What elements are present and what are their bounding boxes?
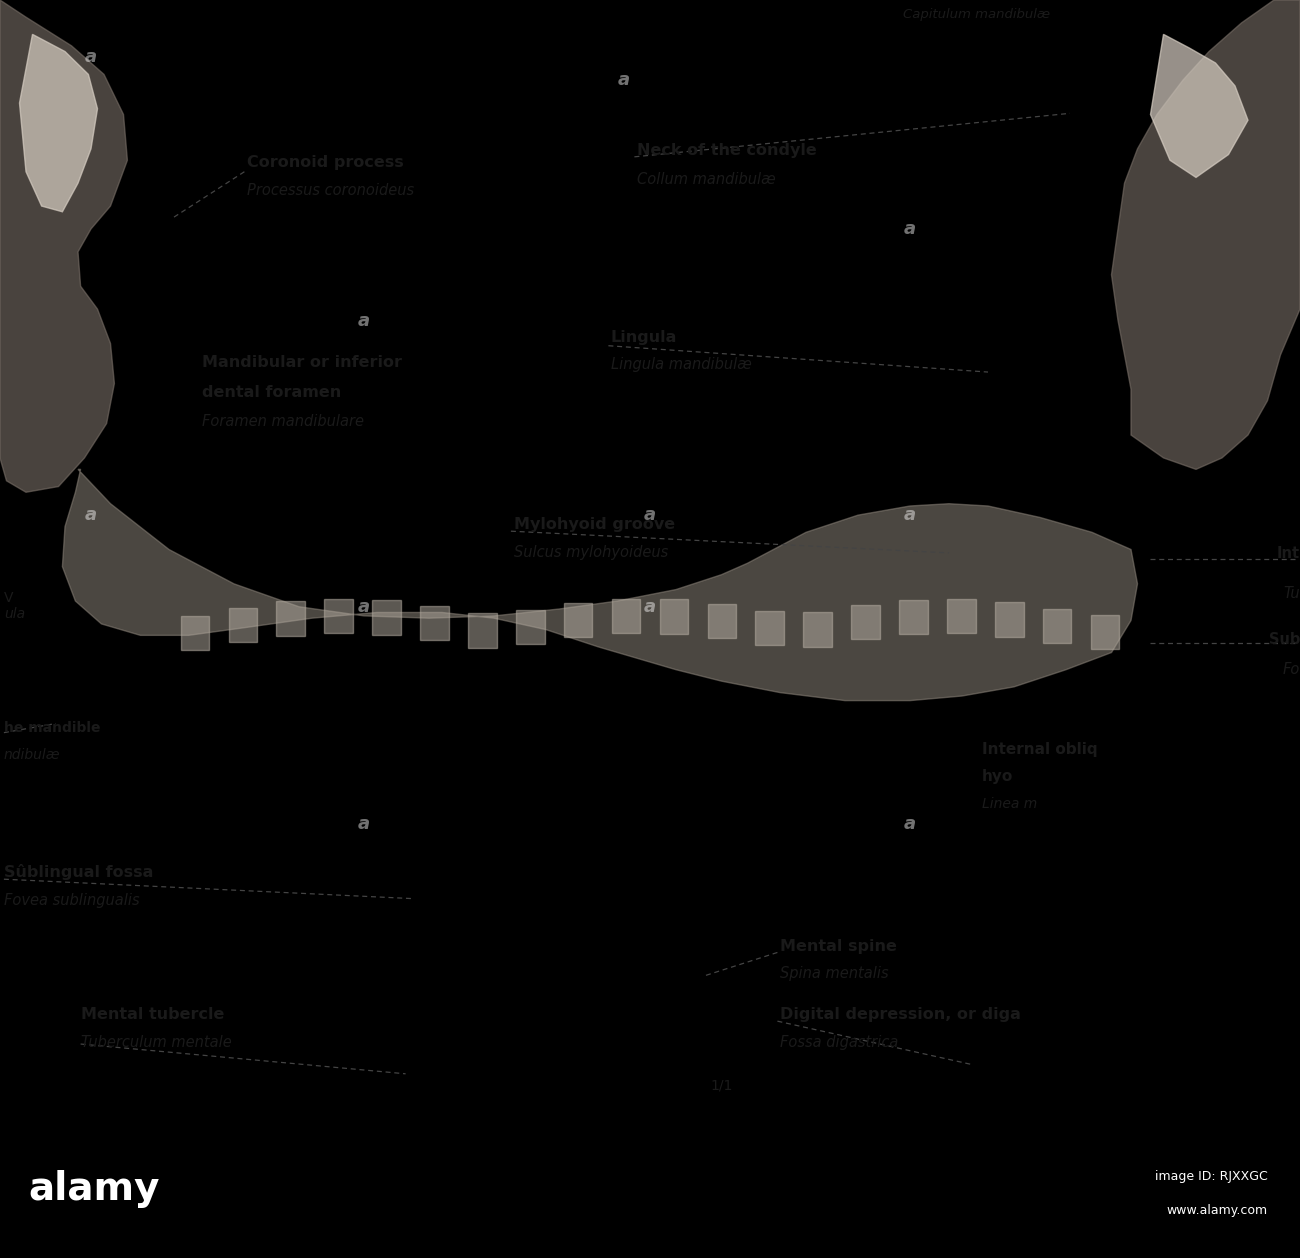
Polygon shape <box>229 608 257 642</box>
Text: Int: Int <box>1277 546 1300 561</box>
Polygon shape <box>852 605 880 639</box>
Text: Sub: Sub <box>1269 632 1300 647</box>
Text: Mental spine: Mental spine <box>780 938 897 954</box>
Text: Sulcus mylohyoideus: Sulcus mylohyoideus <box>514 545 668 560</box>
Text: ula: ula <box>4 606 25 620</box>
Polygon shape <box>564 603 593 638</box>
Text: a: a <box>358 312 370 330</box>
Polygon shape <box>994 603 1023 637</box>
Text: alamy: alamy <box>29 1170 160 1208</box>
Text: Lingula: Lingula <box>611 330 677 345</box>
Text: Foramen mandibulare: Foramen mandibulare <box>202 414 364 429</box>
Polygon shape <box>0 0 127 492</box>
Text: a: a <box>84 506 98 525</box>
Polygon shape <box>659 599 688 634</box>
Text: Mylohyoid groove: Mylohyoid groove <box>514 517 675 532</box>
Text: Lingula mandibulæ: Lingula mandibulæ <box>611 357 751 372</box>
Text: a: a <box>358 815 370 833</box>
Polygon shape <box>1091 615 1119 649</box>
Text: a: a <box>358 598 370 615</box>
Text: Spina mentalis: Spina mentalis <box>780 966 889 981</box>
Polygon shape <box>900 600 928 634</box>
Polygon shape <box>755 611 784 645</box>
Polygon shape <box>803 613 832 647</box>
Polygon shape <box>420 605 448 640</box>
Text: a: a <box>644 598 656 615</box>
Polygon shape <box>1043 609 1071 643</box>
Text: Internal obliq: Internal obliq <box>982 742 1097 757</box>
Text: ndibulæ: ndibulæ <box>4 747 60 761</box>
Polygon shape <box>1112 0 1300 469</box>
Text: V: V <box>4 591 13 605</box>
Text: a: a <box>903 220 916 238</box>
Text: Neck of the condyle: Neck of the condyle <box>637 143 816 159</box>
Text: Tu: Tu <box>1283 586 1300 601</box>
Text: Fossa digastrica: Fossa digastrica <box>780 1035 898 1050</box>
Text: www.alamy.com: www.alamy.com <box>1166 1204 1268 1216</box>
Text: 1/1: 1/1 <box>710 1078 733 1092</box>
Polygon shape <box>612 599 641 634</box>
Text: Collum mandibulæ: Collum mandibulæ <box>637 172 776 186</box>
Polygon shape <box>20 34 98 211</box>
Polygon shape <box>516 610 545 644</box>
Text: image ID: RJXXGC: image ID: RJXXGC <box>1154 1170 1268 1183</box>
Text: Digital depression, or diga: Digital depression, or diga <box>780 1008 1020 1023</box>
Text: Processus coronoideus: Processus coronoideus <box>247 184 415 199</box>
Text: a: a <box>618 72 630 89</box>
Polygon shape <box>277 601 305 635</box>
Polygon shape <box>181 616 209 650</box>
Text: dental foramen: dental foramen <box>202 385 341 400</box>
Text: Sûblingual fossa: Sûblingual fossa <box>4 864 153 881</box>
Text: Linea m: Linea m <box>982 796 1037 810</box>
Text: Mental tubercle: Mental tubercle <box>81 1008 224 1023</box>
Polygon shape <box>1150 34 1248 177</box>
Text: a: a <box>903 815 916 833</box>
Text: Fovea sublingualis: Fovea sublingualis <box>4 893 139 908</box>
Polygon shape <box>325 599 354 633</box>
Polygon shape <box>468 614 497 648</box>
Text: Coronoid process: Coronoid process <box>247 155 404 170</box>
Polygon shape <box>946 599 975 633</box>
Text: a: a <box>903 506 916 525</box>
Polygon shape <box>372 600 400 634</box>
Polygon shape <box>62 469 1138 701</box>
Text: he mandible: he mandible <box>4 721 100 735</box>
Text: a: a <box>644 506 656 525</box>
Text: Capitulum mandibulæ: Capitulum mandibulæ <box>903 8 1050 21</box>
Text: a: a <box>84 48 98 67</box>
Text: Fo: Fo <box>1283 662 1300 677</box>
Text: Tuberculum mentale: Tuberculum mentale <box>81 1035 231 1050</box>
Text: Mandibular or inferior: Mandibular or inferior <box>202 355 402 370</box>
Text: hyo: hyo <box>982 770 1013 784</box>
Polygon shape <box>707 604 736 638</box>
